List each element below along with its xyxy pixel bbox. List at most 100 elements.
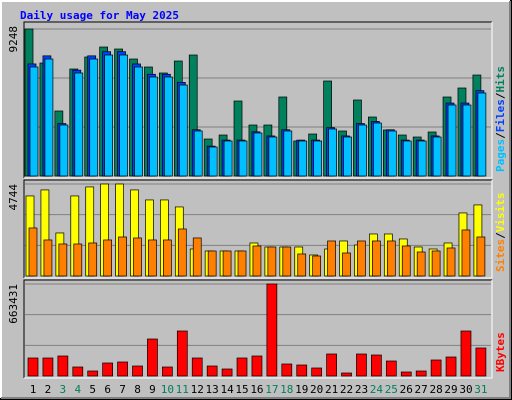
panel-border-dark [23, 21, 492, 178]
bar [357, 240, 366, 277]
x-tick-label: 31 [474, 383, 487, 396]
x-tick-label: 12 [191, 383, 204, 396]
bar [72, 366, 84, 377]
bar [432, 136, 442, 177]
x-tick-label: 29 [444, 383, 457, 396]
bar [358, 124, 367, 177]
x-tick-label: 6 [104, 383, 111, 396]
bar [372, 240, 381, 277]
x-tick-label: 30 [459, 383, 472, 396]
bar [236, 357, 248, 377]
bar [119, 54, 128, 177]
bar [311, 367, 323, 377]
bar [164, 76, 173, 177]
x-tick-label: 27 [415, 383, 428, 396]
bar [400, 371, 412, 377]
bar [222, 250, 232, 277]
legend-separator: / [494, 92, 507, 99]
bar [415, 370, 427, 377]
bar [117, 361, 128, 377]
legend-separator: / [494, 232, 507, 239]
bar [297, 253, 307, 277]
bar [59, 124, 69, 177]
bar [57, 355, 69, 377]
x-tick-label: 28 [429, 383, 442, 396]
x-tick-label: 14 [220, 383, 234, 396]
bar [74, 72, 84, 177]
x-tick-label: 16 [250, 383, 263, 396]
panel-border-dark [23, 179, 492, 278]
bar [133, 237, 142, 277]
chart-title: Daily usage for May 2025 [20, 9, 179, 22]
bar [401, 245, 411, 277]
bar [282, 246, 292, 277]
bar [73, 243, 83, 277]
bar [266, 283, 278, 377]
bar [134, 66, 143, 177]
series-legend: KBytes [494, 332, 507, 372]
bar [58, 243, 68, 277]
bar [281, 363, 293, 377]
bar [402, 140, 412, 177]
bar [206, 365, 218, 377]
legend-entry: Hits [494, 66, 507, 93]
panel-border-dark [23, 279, 492, 378]
x-tick-label: 1 [30, 383, 37, 396]
x-tick-label: 3 [60, 383, 67, 396]
bar [385, 360, 397, 377]
bar [328, 128, 337, 177]
x-tick-label: 24 [370, 383, 384, 396]
bar [104, 54, 114, 177]
bar [447, 104, 457, 177]
bar [102, 362, 114, 377]
bar [251, 355, 263, 377]
bar [460, 330, 472, 377]
x-tick-label: 17 [265, 383, 278, 396]
y-tick-label: 4744 [7, 184, 20, 211]
bar [177, 228, 187, 277]
bar [88, 242, 98, 277]
panel-border-light [24, 22, 493, 179]
bar [147, 338, 158, 377]
bar [42, 357, 54, 377]
bar [29, 66, 39, 177]
bar [283, 130, 293, 177]
bar [312, 255, 322, 277]
bar [163, 239, 172, 277]
bar [237, 250, 247, 277]
bar [387, 130, 397, 177]
bar [373, 122, 382, 177]
panel-border-light [24, 280, 493, 379]
x-tick-label: 11 [176, 383, 189, 396]
bar [313, 140, 323, 177]
legend-entry: Files [494, 99, 507, 132]
x-tick-label: 4 [74, 383, 81, 396]
x-tick-label: 18 [280, 383, 293, 396]
x-tick-label: 23 [355, 383, 368, 396]
x-tick-label: 10 [161, 383, 174, 396]
bar [327, 240, 336, 277]
bar [298, 140, 308, 177]
bar [461, 229, 471, 277]
bar [149, 76, 158, 177]
series-legend: Sites/Visits [494, 193, 507, 273]
bar [356, 353, 367, 377]
y-tick-label: 663431 [7, 284, 20, 324]
bar [162, 366, 173, 377]
bar [178, 84, 188, 177]
y-tick-label: 9248 [7, 26, 20, 53]
bar [296, 364, 308, 377]
x-tick-label: 7 [119, 383, 126, 396]
x-tick-label: 9 [149, 383, 156, 396]
bar [253, 132, 263, 177]
x-tick-label: 13 [206, 383, 219, 396]
x-tick-label: 25 [385, 383, 398, 396]
bar [342, 252, 351, 277]
legend-separator: / [494, 132, 507, 139]
x-tick-label: 15 [235, 383, 248, 396]
bar [27, 357, 39, 377]
bar [430, 359, 442, 377]
bar [132, 365, 143, 377]
legend-entry: Pages [494, 139, 507, 172]
